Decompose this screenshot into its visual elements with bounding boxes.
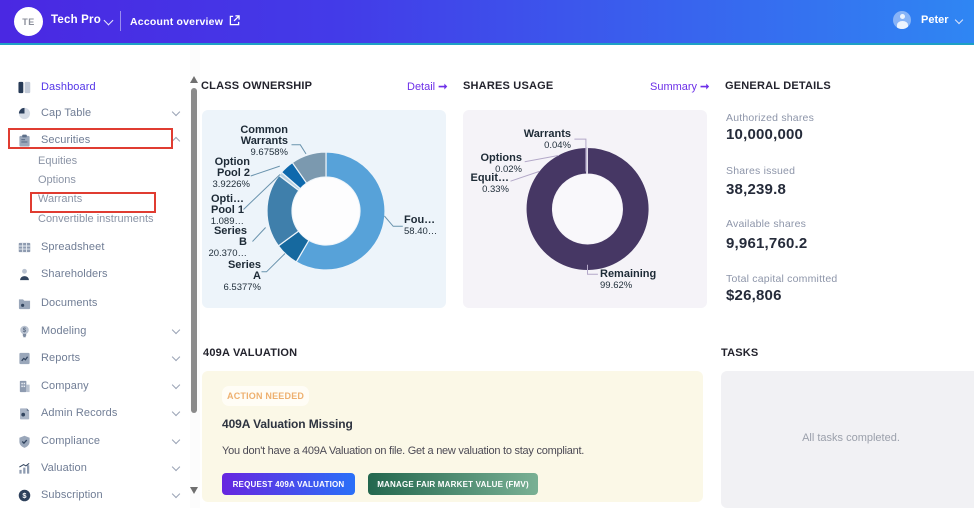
svg-text:$: $ — [23, 328, 27, 334]
svg-text:$: $ — [22, 490, 27, 499]
